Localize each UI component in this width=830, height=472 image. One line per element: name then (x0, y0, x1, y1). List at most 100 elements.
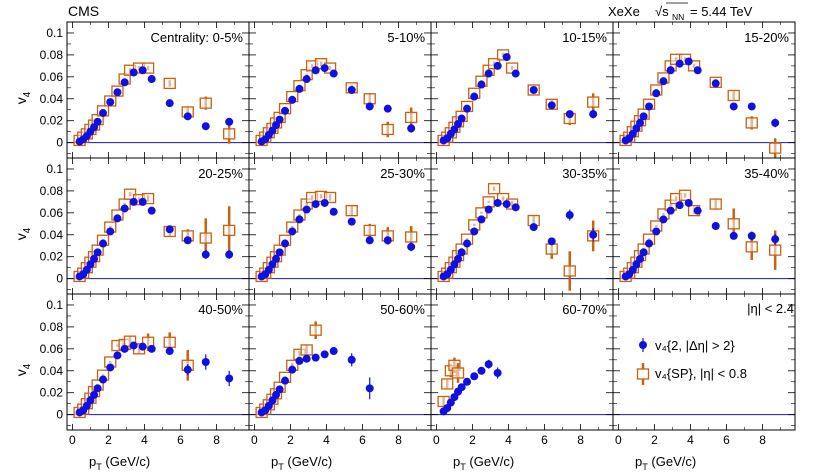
v4-2-point (90, 390, 99, 399)
v4-2-point (502, 53, 511, 62)
y-tick-label: 0.08 (40, 320, 64, 334)
y-axis-title: v4 (13, 91, 33, 104)
y-tick-label: 0.04 (40, 364, 64, 378)
v4-2-point (347, 355, 356, 364)
v4-2-point (288, 227, 297, 236)
x-tick-label: 8 (577, 433, 584, 447)
v4-2-point (281, 239, 290, 248)
v4-2-point (407, 242, 416, 251)
panel-frame (612, 293, 796, 431)
v4-2-point (120, 78, 129, 87)
v4-2-point (138, 197, 147, 206)
v4-2-point (288, 365, 297, 374)
v4-sp-point (745, 241, 758, 253)
v4-sp-point (727, 218, 740, 230)
y-tick-label: 0.04 (40, 92, 64, 106)
v4-2-point (113, 214, 122, 223)
v4-sp-point (769, 142, 782, 154)
panel-7: 35-40% (612, 157, 796, 295)
legend-v4-2-marker (639, 341, 647, 349)
v4-2-point (320, 64, 329, 73)
v4-2-point (493, 368, 502, 377)
v4-sp-point (487, 183, 501, 195)
v4-2-point (201, 358, 210, 366)
v4-sp-point (563, 265, 576, 277)
x-axis-titles: pT (GeV/c) pT (GeV/c) pT (GeV/c) pT (GeV/c) (89, 454, 696, 472)
v4-sp-point (199, 232, 212, 244)
v4-2-point (120, 204, 129, 213)
v4-2-point (295, 84, 304, 93)
v4-2-point (407, 124, 416, 133)
x-tick-label: 8 (395, 433, 402, 447)
v4-2-point (659, 215, 668, 224)
v4-sp-point (678, 189, 692, 201)
v4-2-point (365, 236, 374, 245)
panel-centrality-label: 20-25% (198, 166, 243, 181)
panel-centrality-label: 35-40% (744, 166, 789, 181)
v4-sp-point (451, 367, 465, 379)
x-axis-title: pT (GeV/c) (89, 454, 150, 472)
v4-2-point (225, 117, 234, 126)
v4-2-point (347, 217, 356, 226)
x-tick-label: 0 (433, 433, 440, 447)
v4-sp-point (769, 244, 782, 256)
panel-centrality-label: 40-50% (198, 302, 243, 317)
v4-sp-point (405, 111, 418, 124)
panel-2: 10-15% (430, 21, 614, 159)
v4-2-point (457, 114, 466, 123)
v4-sp-point (163, 336, 176, 348)
energy-subscript: NN (672, 12, 684, 22)
v4-2-point (470, 227, 479, 236)
v4-2-point (589, 230, 598, 239)
v4-2-point (529, 86, 538, 94)
v4-2-point (666, 66, 675, 75)
v4-2-point (365, 102, 374, 111)
v4-2-point (90, 254, 99, 263)
v4-2-point (311, 66, 320, 75)
data-points (73, 62, 236, 147)
data-points (619, 189, 782, 283)
v4-2-point (639, 248, 648, 257)
panel-centrality-label: 5-10% (387, 30, 425, 45)
v4-2-point (147, 75, 156, 84)
x-tick-label: 4 (323, 433, 330, 447)
v4-2-point (138, 342, 147, 351)
v4-2-point (329, 347, 338, 356)
v4-sp-point (545, 243, 558, 255)
v4-2-point (771, 118, 780, 127)
v4-sp-point (345, 204, 358, 217)
legend-v4-sp-marker (636, 368, 650, 380)
v4-2-point (129, 197, 138, 206)
y-tick-label: 0 (56, 408, 63, 422)
x-axis-title: pT (GeV/c) (635, 454, 696, 472)
v4-2-point (565, 211, 574, 220)
panel-centrality-label: 60-70% (562, 302, 607, 317)
v4-2-point (320, 350, 329, 359)
panel-centrality-label: 30-35% (562, 166, 607, 181)
x-tick-label: 4 (141, 433, 148, 447)
system-label: XeXe (608, 4, 640, 19)
v4-2-point (693, 66, 702, 75)
y-axis-titles: v4 v4 v4 (13, 91, 33, 376)
y-tick-label: 0 (56, 272, 63, 286)
y-tick-label: 0.1 (46, 26, 63, 40)
y-tick-label: 0.02 (40, 386, 64, 400)
y-tick-label: 0 (56, 136, 63, 150)
energy-prefix: √s (655, 4, 669, 19)
v4-2-point (93, 384, 102, 393)
y-axis-title: v4 (13, 227, 33, 240)
x-tick-label: 4 (687, 433, 694, 447)
panel-centrality-label: 50-60% (380, 302, 425, 317)
v4-2-point (639, 112, 648, 121)
experiment-label: CMS (68, 3, 99, 19)
panel-4: 0 0.02 0.04 0.06 0.08 0.1 20-25% (40, 157, 250, 295)
v4-sp-point (482, 196, 495, 208)
v4-2-point (675, 201, 684, 210)
v4-2-point (454, 254, 463, 263)
v4-2-point (747, 231, 756, 240)
y-tick-label: 0.08 (40, 184, 64, 198)
legend-v4-2-label: v₄{2, |Δη| > 2} (655, 338, 735, 353)
v4-sp-point (199, 97, 212, 109)
v4-2-point (457, 248, 466, 257)
v4-sp-point (441, 378, 454, 390)
